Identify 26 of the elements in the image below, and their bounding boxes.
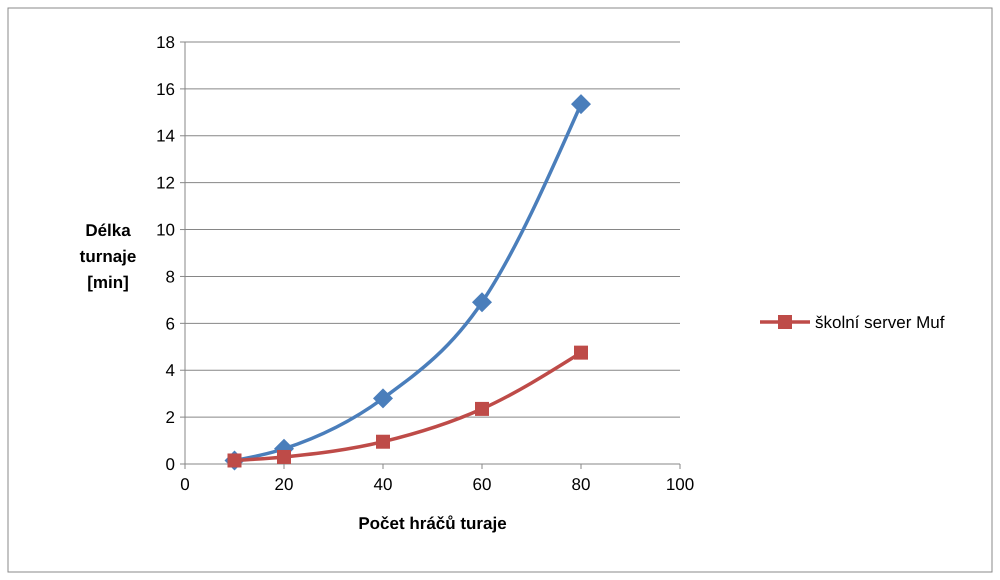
point	[376, 434, 390, 449]
x-tick-label: 100	[666, 475, 694, 494]
y-tick-label: 10	[156, 220, 175, 240]
y-tick-label: 0	[166, 454, 175, 474]
y-tick-label: 18	[156, 32, 175, 52]
y-tick-label: 12	[156, 174, 175, 193]
y-tick-label: 16	[156, 80, 175, 99]
point	[472, 292, 492, 312]
point	[475, 402, 489, 416]
y-tick-label: 4	[166, 361, 175, 380]
y-tick-label: 2	[166, 408, 175, 428]
x-tick-label: 20	[274, 475, 294, 494]
x-tick-label: 80	[572, 475, 590, 494]
point	[277, 450, 291, 464]
point	[571, 94, 591, 114]
x-axis-title: Počet hráčů turaje	[358, 514, 507, 533]
legend-label: školní server Muf	[815, 312, 945, 332]
point	[574, 346, 588, 360]
y-tick-label: 6	[166, 314, 175, 334]
x-tick-label: 0	[180, 475, 190, 494]
point	[373, 388, 393, 408]
x-tick-label: 60	[472, 475, 492, 494]
y-tick-label: 14	[156, 126, 175, 146]
y-axis-title: Délka turnaje [min]	[80, 221, 136, 292]
y-tick-label: 8	[166, 267, 175, 286]
x-tick-label: 40	[374, 475, 392, 494]
